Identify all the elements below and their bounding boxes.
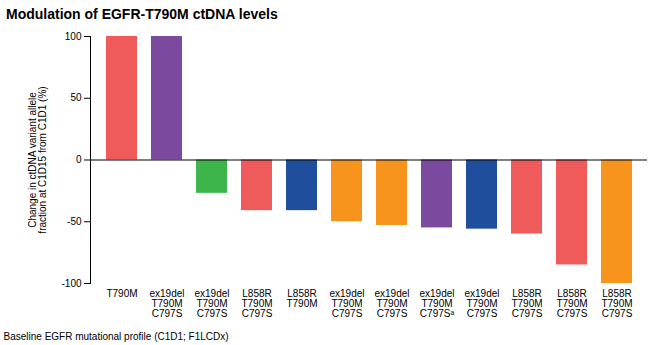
svg-text:ex19delT790MC797S: ex19delT790MC797S	[374, 288, 409, 319]
html-text:Modulation of EGFR-T790M ctDNA: Modulation of EGFR-T790M ctDNA levels	[6, 6, 278, 22]
svg-text:0: 0	[76, 154, 82, 165]
svg-text:50: 50	[70, 92, 82, 103]
svg-text:L858RT790MC797S: L858RT790MC797S	[601, 288, 632, 319]
svg-text:ex19delT790MC797S: ex19delT790MC797S	[194, 288, 229, 319]
svg-text:ex19delT790MC797S: ex19delT790MC797S	[149, 288, 184, 319]
svg-text:ex19delT790MC797S: ex19delT790MC797S	[329, 288, 364, 319]
svg-text:L858RT790M: L858RT790M	[286, 288, 317, 309]
svg-text:L858RT790MC797S: L858RT790MC797S	[556, 288, 587, 319]
svg-text:-100: -100	[61, 278, 81, 289]
svg-text:ex19delT790MC797S: ex19delT790MC797S	[464, 288, 499, 319]
svg-text:-50: -50	[67, 216, 82, 227]
svg-text:Change in ctDNA variant allele: Change in ctDNA variant allelefraction a…	[27, 86, 48, 233]
svg-text:T790M: T790M	[106, 288, 137, 299]
svg-text:100: 100	[65, 31, 82, 42]
svg-text:ex19delT790MC797Sᵃ: ex19delT790MC797Sᵃ	[419, 288, 454, 319]
svg-text:L858RT790MC797S: L858RT790MC797S	[511, 288, 542, 319]
svg-text:Baseline EGFR mutational profi: Baseline EGFR mutational profile (C1D1; …	[4, 331, 229, 342]
svg-text:L858RT790MC797S: L858RT790MC797S	[241, 288, 272, 319]
